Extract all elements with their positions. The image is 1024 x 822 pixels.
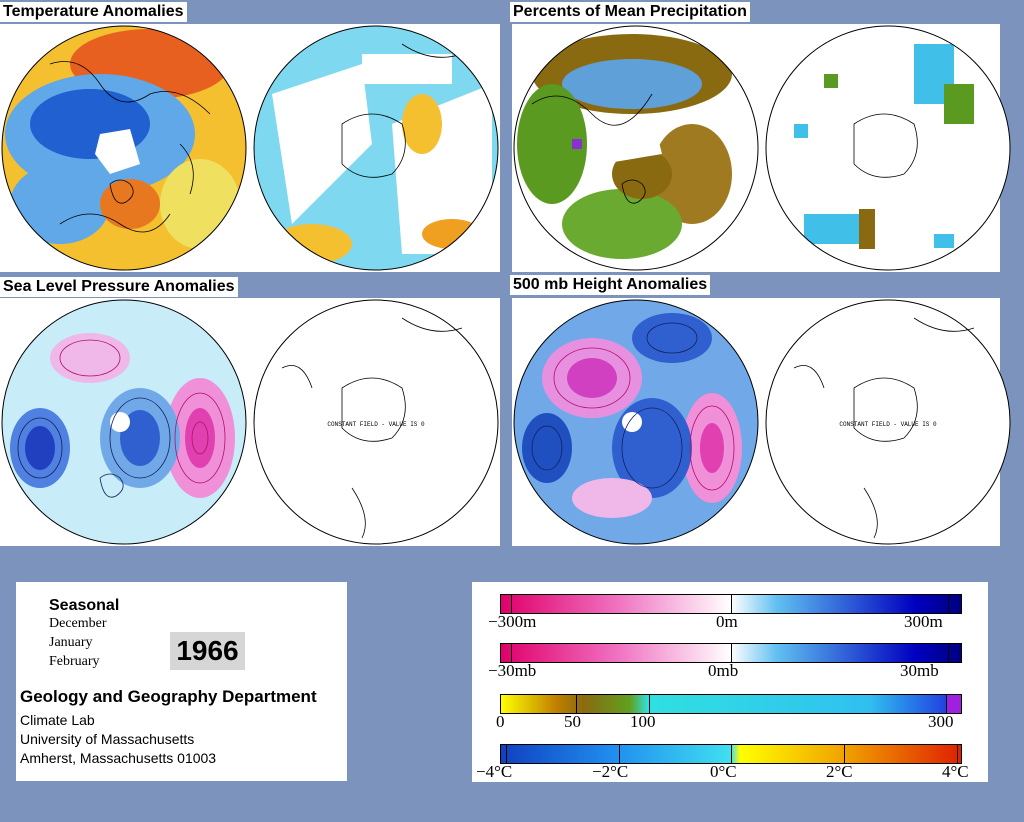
temperature-title: Temperature Anomalies xyxy=(0,2,187,22)
temp-label-2: 2°C xyxy=(826,762,853,781)
slp-sh-map: CONSTANT FIELD - VALUE IS 0 xyxy=(252,298,500,546)
precip-label-300: 300 xyxy=(928,712,954,731)
pressure-colorbar xyxy=(500,643,962,663)
height500-constant-field-label: CONSTANT FIELD - VALUE IS 0 xyxy=(839,421,937,428)
department-label: Geology and Geography Department xyxy=(20,687,317,706)
address-line-2: University of Massachusetts xyxy=(20,731,195,747)
height500-sh-map: CONSTANT FIELD - VALUE IS 0 xyxy=(764,298,1012,546)
year-label: 1966 xyxy=(170,632,245,670)
precipitation-panel xyxy=(512,24,1011,272)
month-1: December xyxy=(49,616,107,631)
address-line-3: Amherst, Massachusetts 01003 xyxy=(20,750,217,766)
precipitation-title: Percents of Mean Precipitation xyxy=(510,2,750,22)
temp-colorbar xyxy=(500,744,962,764)
month-2: January xyxy=(49,635,93,650)
temperature-panel xyxy=(0,24,500,272)
temp-label-0: 0°C xyxy=(710,762,737,781)
info-box: Seasonal December January February 1966 … xyxy=(16,582,347,781)
precip-label-0: 0 xyxy=(496,712,505,731)
slp-constant-field-label: CONSTANT FIELD - VALUE IS 0 xyxy=(327,421,425,428)
precip-colorbar xyxy=(500,694,962,714)
height-label-mid: 0m xyxy=(716,612,738,631)
precipitation-sh-map xyxy=(764,24,1012,272)
pressure-label-mid: 0mb xyxy=(708,661,739,680)
height500-title: 500 mb Height Anomalies xyxy=(510,275,711,295)
height500-panel: CONSTANT FIELD - VALUE IS 0 xyxy=(512,298,1011,546)
temp-label-m4: −4°C xyxy=(476,762,513,781)
height-label-max: 300m xyxy=(904,612,943,631)
period-type: Seasonal xyxy=(49,597,120,614)
slp-title: Sea Level Pressure Anomalies xyxy=(0,277,238,297)
slp-panel: CONSTANT FIELD - VALUE IS 0 xyxy=(0,298,500,546)
height500-nh-map xyxy=(512,298,760,546)
legend-box: −300m 0m 300m −30mb 0mb 30mb 0 50 100 30… xyxy=(472,582,988,782)
precip-label-50: 50 xyxy=(564,712,581,731)
height-label-min: −300m xyxy=(488,612,537,631)
precip-label-100: 100 xyxy=(630,712,656,731)
pressure-label-max: 30mb xyxy=(900,661,939,680)
temperature-nh-map xyxy=(0,24,248,272)
temp-label-m2: −2°C xyxy=(592,762,629,781)
slp-nh-map xyxy=(0,298,248,546)
address-line-1: Climate Lab xyxy=(20,712,95,728)
temp-label-4: 4°C xyxy=(942,762,969,781)
height-colorbar xyxy=(500,594,962,614)
month-3: February xyxy=(49,654,100,669)
temperature-sh-map xyxy=(252,24,500,272)
pressure-label-min: −30mb xyxy=(488,661,537,680)
precipitation-nh-map xyxy=(512,24,760,272)
